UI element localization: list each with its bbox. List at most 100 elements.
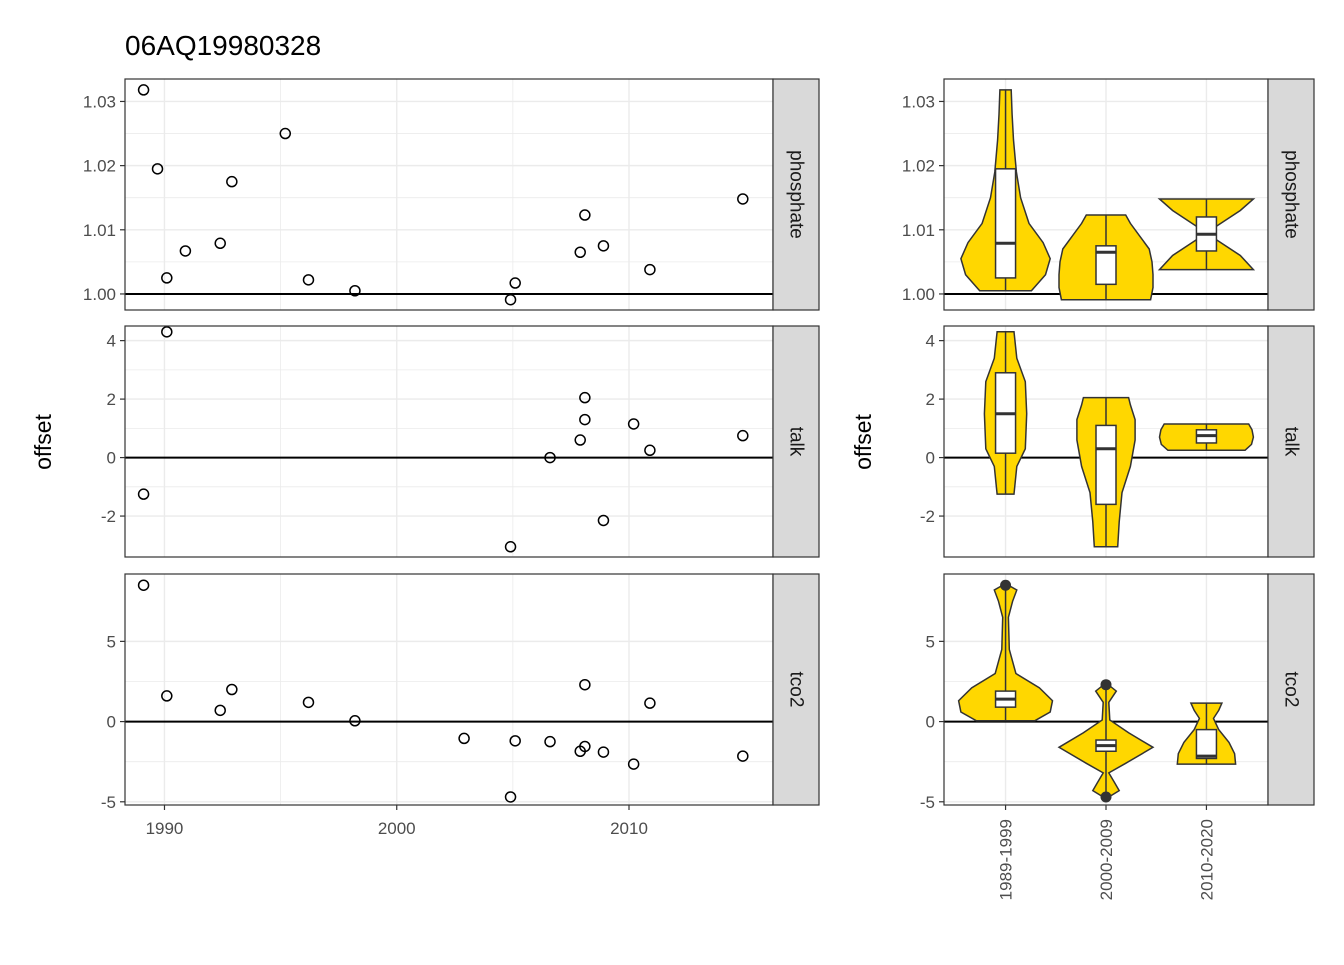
y-tick-label: -5: [920, 793, 935, 812]
scatter-point: [737, 193, 749, 205]
scatter-point: [349, 285, 361, 297]
facet-strip: [1267, 573, 1315, 806]
scatter-point: [214, 237, 226, 250]
panel-background: [125, 79, 773, 310]
scatter-point: [579, 391, 591, 404]
scatter-point: [644, 697, 656, 709]
y-tick-label: 0: [107, 713, 116, 732]
facet-phosphate: 1.00 1.01 1.02 1.03 phosphate: [902, 78, 1315, 311]
facet-strip: [1267, 78, 1315, 311]
y-tick-label: 1.03: [83, 92, 116, 111]
category-label: 1989-1999: [997, 819, 1016, 900]
scatter-point: [302, 696, 315, 709]
y-tick-label: 1.02: [83, 157, 116, 176]
scatter-point: [137, 488, 150, 500]
plot-title: 06AQ19980328: [125, 30, 321, 61]
y-tick-label: 1.01: [902, 221, 935, 240]
facet-strip-label: tco2: [1281, 672, 1302, 708]
y-tick-label: 4: [926, 332, 935, 351]
scatter-point: [597, 746, 610, 758]
scatter-point: [579, 678, 591, 691]
scatter-point: [737, 750, 749, 762]
box: [1095, 424, 1117, 506]
category-label: 2010-2020: [1197, 819, 1216, 900]
x-tick-label: 2000: [378, 819, 416, 838]
y-tick-label: 2: [926, 390, 935, 409]
x-tick-label: 1990: [146, 819, 184, 838]
scatter-point: [644, 263, 656, 276]
scatter-point: [504, 541, 517, 553]
facet-tco2: -5 0 5 tco2: [101, 573, 820, 812]
facet-strip-label: phosphate: [1281, 150, 1302, 239]
box: [1195, 728, 1218, 760]
y-tick-label: 1.01: [83, 221, 116, 240]
scatter-point: [544, 451, 556, 464]
scatter-point: [544, 735, 556, 748]
scatter-point: [579, 413, 591, 426]
scatter-point: [214, 704, 226, 717]
scatter-point: [279, 127, 292, 140]
scatter-point: [627, 418, 640, 430]
outlier-point: [1100, 679, 1112, 691]
panel-background: [125, 574, 773, 805]
scatter-panel: 1.00 1.01 1.02 1.03 phosphate -2 0 2 4 talk -5 0 5 tc…: [30, 78, 820, 838]
facet-strip-label: tco2: [786, 672, 807, 708]
facet-strip: [772, 573, 820, 806]
facet-strip: [772, 78, 820, 311]
scatter-point: [597, 240, 610, 252]
scatter-point: [509, 735, 521, 747]
facet-phosphate: 1.00 1.01 1.02 1.03 phosphate: [83, 78, 820, 311]
y-tick-label: 5: [107, 632, 116, 651]
facet-strip-label: talk: [786, 427, 807, 457]
scatter-point: [226, 683, 238, 696]
scatter-point: [161, 690, 173, 702]
scatter-point: [151, 163, 164, 175]
scatter-point: [179, 245, 192, 257]
box: [1095, 245, 1117, 286]
y-tick-label: -2: [920, 507, 935, 526]
scatter-point: [627, 758, 640, 770]
scatter-point: [579, 740, 591, 753]
y-tick-label: -5: [101, 793, 116, 812]
y-tick-label: 4: [107, 332, 116, 351]
box: [994, 168, 1017, 279]
facet-strip-label: talk: [1281, 427, 1302, 457]
scatter-point: [137, 579, 150, 591]
scatter-point: [644, 444, 656, 457]
y-tick-label: 1.02: [902, 157, 935, 176]
facet-tco2: -5 0 5 tco2: [920, 573, 1315, 812]
scatter-point: [579, 209, 591, 221]
y-tick-label: 1.00: [83, 285, 116, 304]
violin-panel: 1.00 1.01 1.02 1.03 phosphate -2 0 2 4 talk -5 0 5 tc…: [850, 78, 1315, 900]
scatter-point: [574, 434, 586, 446]
category-label: 2000-2009: [1097, 819, 1116, 900]
facet-strip-label: phosphate: [786, 150, 807, 239]
scatter-point: [161, 272, 173, 284]
y-tick-label: 0: [107, 449, 116, 468]
scatter-point: [504, 293, 517, 306]
scatter-point: [597, 514, 610, 527]
y-axis-title: offset: [850, 413, 876, 469]
outlier-point: [1100, 791, 1112, 803]
scatter-point: [504, 791, 517, 803]
y-tick-label: 1.00: [902, 285, 935, 304]
scatter-point: [137, 84, 150, 96]
y-tick-label: 5: [926, 632, 935, 651]
facet-talk: -2 0 2 4 talk: [920, 325, 1315, 558]
x-tick-label: 2010: [610, 819, 648, 838]
facet-strip: [1267, 325, 1315, 558]
scatter-point: [302, 274, 315, 286]
y-tick-label: 1.03: [902, 92, 935, 111]
scatter-point: [226, 175, 238, 188]
scatter-point: [458, 732, 470, 745]
scatter-point: [737, 429, 749, 442]
scatter-point: [161, 326, 173, 338]
scatter-point: [349, 715, 361, 727]
y-axis-title: offset: [30, 413, 56, 469]
y-tick-label: -2: [101, 507, 116, 526]
y-tick-label: 0: [926, 449, 935, 468]
facet-talk: -2 0 2 4 talk: [101, 325, 820, 558]
scatter-point: [509, 277, 521, 289]
y-tick-label: 0: [926, 713, 935, 732]
